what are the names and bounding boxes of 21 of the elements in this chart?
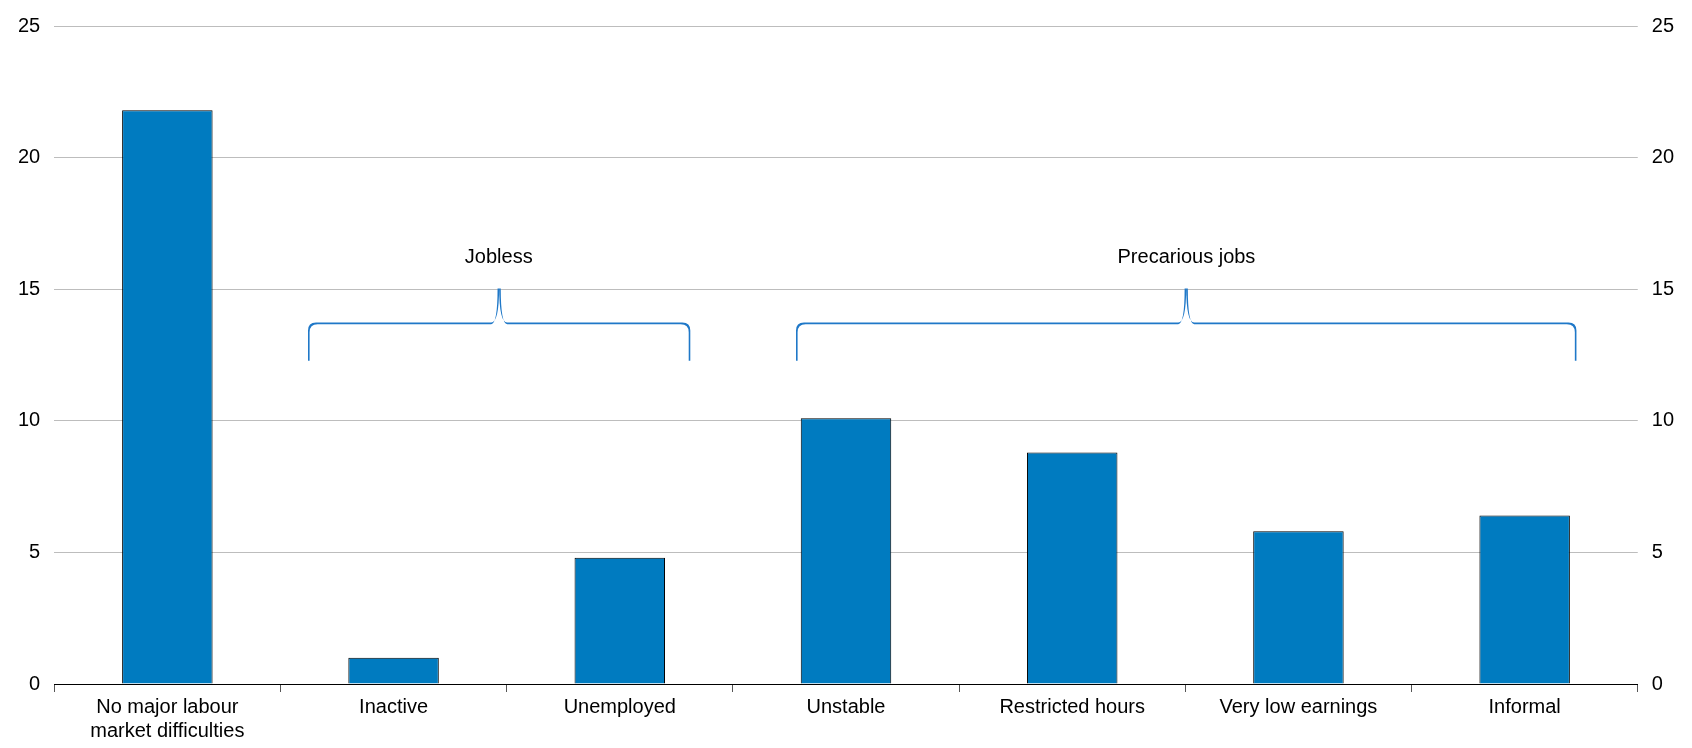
- y-tick-label: 0: [29, 671, 41, 694]
- x-tick-label: Very low earnings: [1219, 694, 1378, 717]
- y-tick-label: 15: [18, 276, 41, 299]
- x-tick-label: Informal: [1488, 694, 1561, 717]
- annotation: Jobless: [464, 245, 533, 268]
- x-tick-label: Inactive: [359, 694, 429, 717]
- y2-tick-label: 20: [1651, 145, 1674, 168]
- y2-tick-label: 0: [1651, 671, 1663, 694]
- x-tick-label: Restricted hours: [999, 694, 1146, 717]
- y-tick-label: 25: [18, 13, 41, 36]
- y-tick-label: 10: [18, 408, 41, 431]
- y2-tick-label: 15: [1651, 276, 1674, 299]
- x-tick-label: Unstable: [806, 694, 886, 717]
- y2-tick-label: 10: [1651, 408, 1674, 431]
- y-tick-label: 20: [18, 145, 41, 168]
- x-tick-label: Unemployed: [563, 694, 676, 717]
- y-tick-label: 5: [29, 539, 41, 562]
- y2-tick-label: 25: [1651, 13, 1674, 36]
- y2-tick-label: 5: [1651, 539, 1663, 562]
- annotation: Precarious jobs: [1117, 245, 1256, 268]
- x-tick-label: No major labour market difficulties: [90, 694, 245, 741]
